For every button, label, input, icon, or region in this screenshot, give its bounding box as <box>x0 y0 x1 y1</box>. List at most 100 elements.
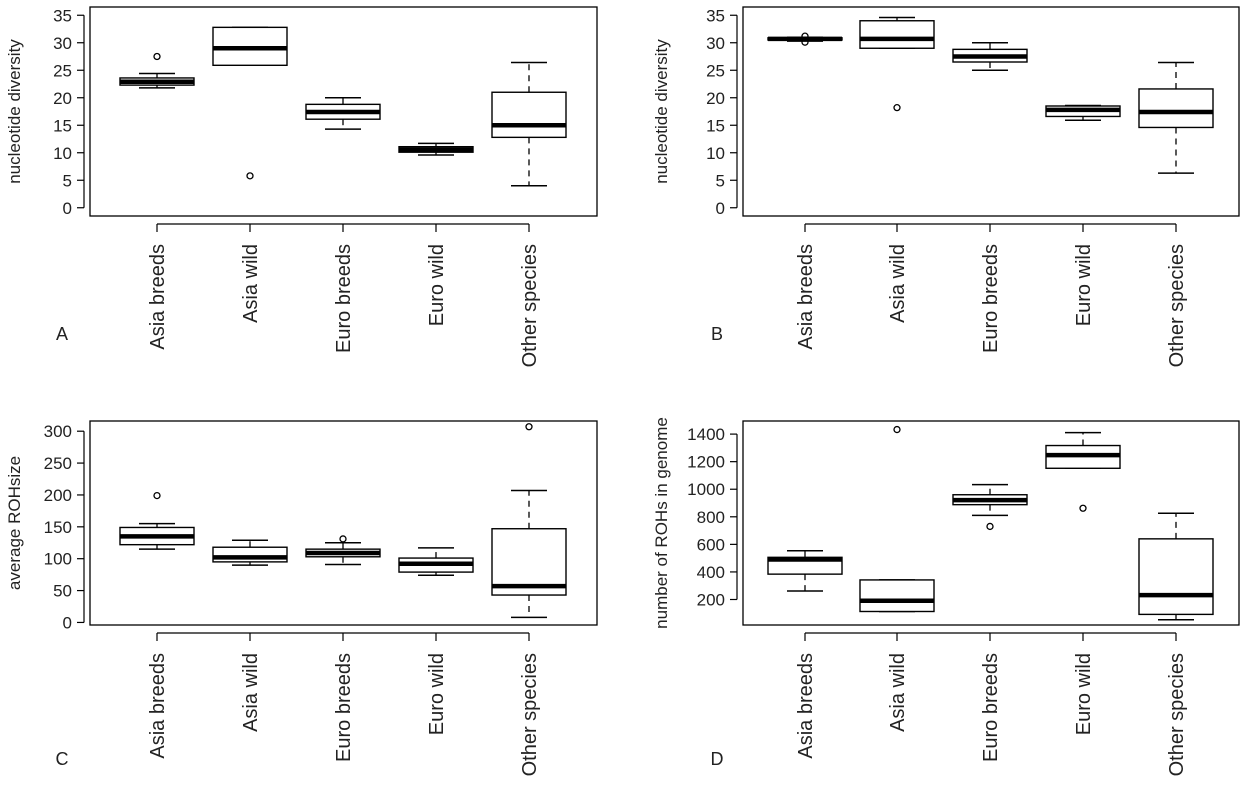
x-tick-label: Euro wild <box>426 653 448 735</box>
box-euro-breeds <box>952 483 1028 531</box>
y-tick-label: 0 <box>716 199 725 218</box>
outlier-point <box>525 423 533 431</box>
outlier-point <box>801 32 809 40</box>
outlier-point <box>246 172 254 180</box>
plot-frame <box>742 420 1240 626</box>
y-tick-label: 1200 <box>687 453 725 472</box>
y-axis-title: nucleotide diversity <box>652 39 671 184</box>
plot-frame <box>89 420 598 626</box>
x-tick-label: Euro wild <box>1073 244 1095 326</box>
y-tick-label: 35 <box>53 6 72 25</box>
box-asia-wild <box>859 16 935 112</box>
x-tick-label: Asia breeds <box>147 244 169 350</box>
box-asia-wild <box>212 539 288 566</box>
y-tick-label: 50 <box>53 582 72 601</box>
x-tick-label: Other species <box>519 244 541 367</box>
y-tick-label: 0 <box>63 613 72 632</box>
y-tick-label: 10 <box>53 144 72 163</box>
y-tick-label: 30 <box>706 34 725 53</box>
y-tick-label: 150 <box>44 518 72 537</box>
y-tick-label: 0 <box>63 199 72 218</box>
box-asia-breeds <box>119 52 195 89</box>
x-tick-label: Asia wild <box>240 653 262 732</box>
outlier-point <box>339 535 347 543</box>
x-tick-label: Other species <box>1166 653 1188 776</box>
panel-d: 200 400 600 800 1000 1200 1400 number of ROHs i… <box>652 417 1240 776</box>
iqr-box <box>212 546 288 563</box>
plot-frame <box>742 6 1240 217</box>
plot-frame <box>89 6 598 217</box>
x-tick-label: Other species <box>1166 244 1188 367</box>
panel-c: 0 50 100 150 200 250 300 average ROHsize Asia br… <box>5 420 598 776</box>
y-tick-label: 800 <box>697 508 725 527</box>
outlier-point <box>153 491 161 500</box>
x-tick-label: Euro breeds <box>980 653 1002 762</box>
y-tick-label: 5 <box>63 171 72 190</box>
y-tick-label: 1000 <box>687 480 725 499</box>
y-tick-label: 300 <box>44 422 72 441</box>
iqr-box <box>1138 88 1214 129</box>
x-tick-label: Euro breeds <box>333 653 355 762</box>
box-asia-breeds <box>767 32 843 46</box>
panel-letter: C <box>56 749 69 769</box>
y-tick-label: 250 <box>44 454 72 473</box>
y-axis-title: average ROHsize <box>5 456 24 590</box>
box-euro-breeds <box>305 535 381 566</box>
y-tick-label: 1400 <box>687 425 725 444</box>
y-tick-label: 200 <box>697 591 725 610</box>
panel-letter: B <box>711 324 723 344</box>
y-tick-label: 15 <box>53 116 72 135</box>
x-tick-label: Euro wild <box>426 244 448 326</box>
iqr-box <box>491 91 567 139</box>
x-tick-label: Asia wild <box>240 244 262 323</box>
x-tick-label: Euro breeds <box>333 244 355 353</box>
box-euro-breeds <box>952 42 1028 71</box>
panel-a: 0 5 10 15 20 25 30 35 nucleotide diversity Asia b… <box>5 6 598 367</box>
x-tick-label: Asia wild <box>887 244 909 323</box>
panel-b: 0 5 10 15 20 25 30 35 nucleotide diversity Asia b… <box>652 6 1240 367</box>
box-asia-breeds <box>767 549 843 592</box>
y-axis-title: nucleotide diversity <box>5 39 24 184</box>
y-tick-label: 400 <box>697 563 725 582</box>
x-tick-label: Asia breeds <box>795 653 817 759</box>
outlier-point <box>893 104 901 112</box>
box-euro-wild <box>398 142 474 156</box>
outlier-point <box>893 425 901 434</box>
outlier-point <box>986 522 994 531</box>
y-tick-label: 200 <box>44 486 72 505</box>
x-tick-label: Other species <box>519 653 541 776</box>
box-asia-breeds <box>119 491 195 550</box>
iqr-box <box>859 20 935 49</box>
x-tick-label: Euro breeds <box>980 244 1002 353</box>
x-tick-label: Asia wild <box>887 653 909 732</box>
y-tick-label: 35 <box>706 6 725 25</box>
box-asia-wild <box>859 425 935 613</box>
y-tick-label: 600 <box>697 535 725 554</box>
x-tick-label: Asia breeds <box>795 244 817 350</box>
y-tick-label: 100 <box>44 550 72 569</box>
y-tick-label: 25 <box>706 61 725 80</box>
panel-letter: D <box>711 749 724 769</box>
box-euro-wild <box>1045 104 1121 122</box>
y-tick-label: 20 <box>706 89 725 108</box>
box-other-species <box>1138 512 1214 621</box>
y-tick-label: 30 <box>53 34 72 53</box>
x-tick-label: Euro wild <box>1073 653 1095 735</box>
box-other-species <box>491 61 567 187</box>
y-tick-label: 20 <box>53 89 72 108</box>
box-asia-wild <box>212 26 288 180</box>
y-tick-label: 15 <box>706 116 725 135</box>
outlier-point <box>1079 504 1087 512</box>
box-euro-breeds <box>305 97 381 130</box>
panel-letter: A <box>56 324 68 344</box>
box-euro-wild <box>1045 431 1121 512</box>
x-tick-label: Asia breeds <box>147 653 169 759</box>
box-euro-wild <box>398 547 474 577</box>
y-tick-label: 5 <box>716 171 725 190</box>
y-tick-label: 10 <box>706 144 725 163</box>
y-axis-title: number of ROHs in genome <box>652 417 671 629</box>
y-tick-label: 25 <box>53 61 72 80</box>
box-other-species <box>1138 61 1214 174</box>
iqr-box <box>1138 538 1214 616</box>
